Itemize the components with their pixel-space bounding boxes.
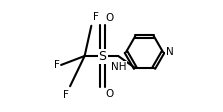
Text: O: O [106,13,114,23]
Text: NH: NH [111,62,126,72]
Text: N: N [166,47,174,57]
Text: F: F [63,90,69,100]
Text: S: S [99,50,107,62]
Text: F: F [93,12,99,22]
Text: F: F [54,60,59,70]
Text: O: O [106,89,114,99]
